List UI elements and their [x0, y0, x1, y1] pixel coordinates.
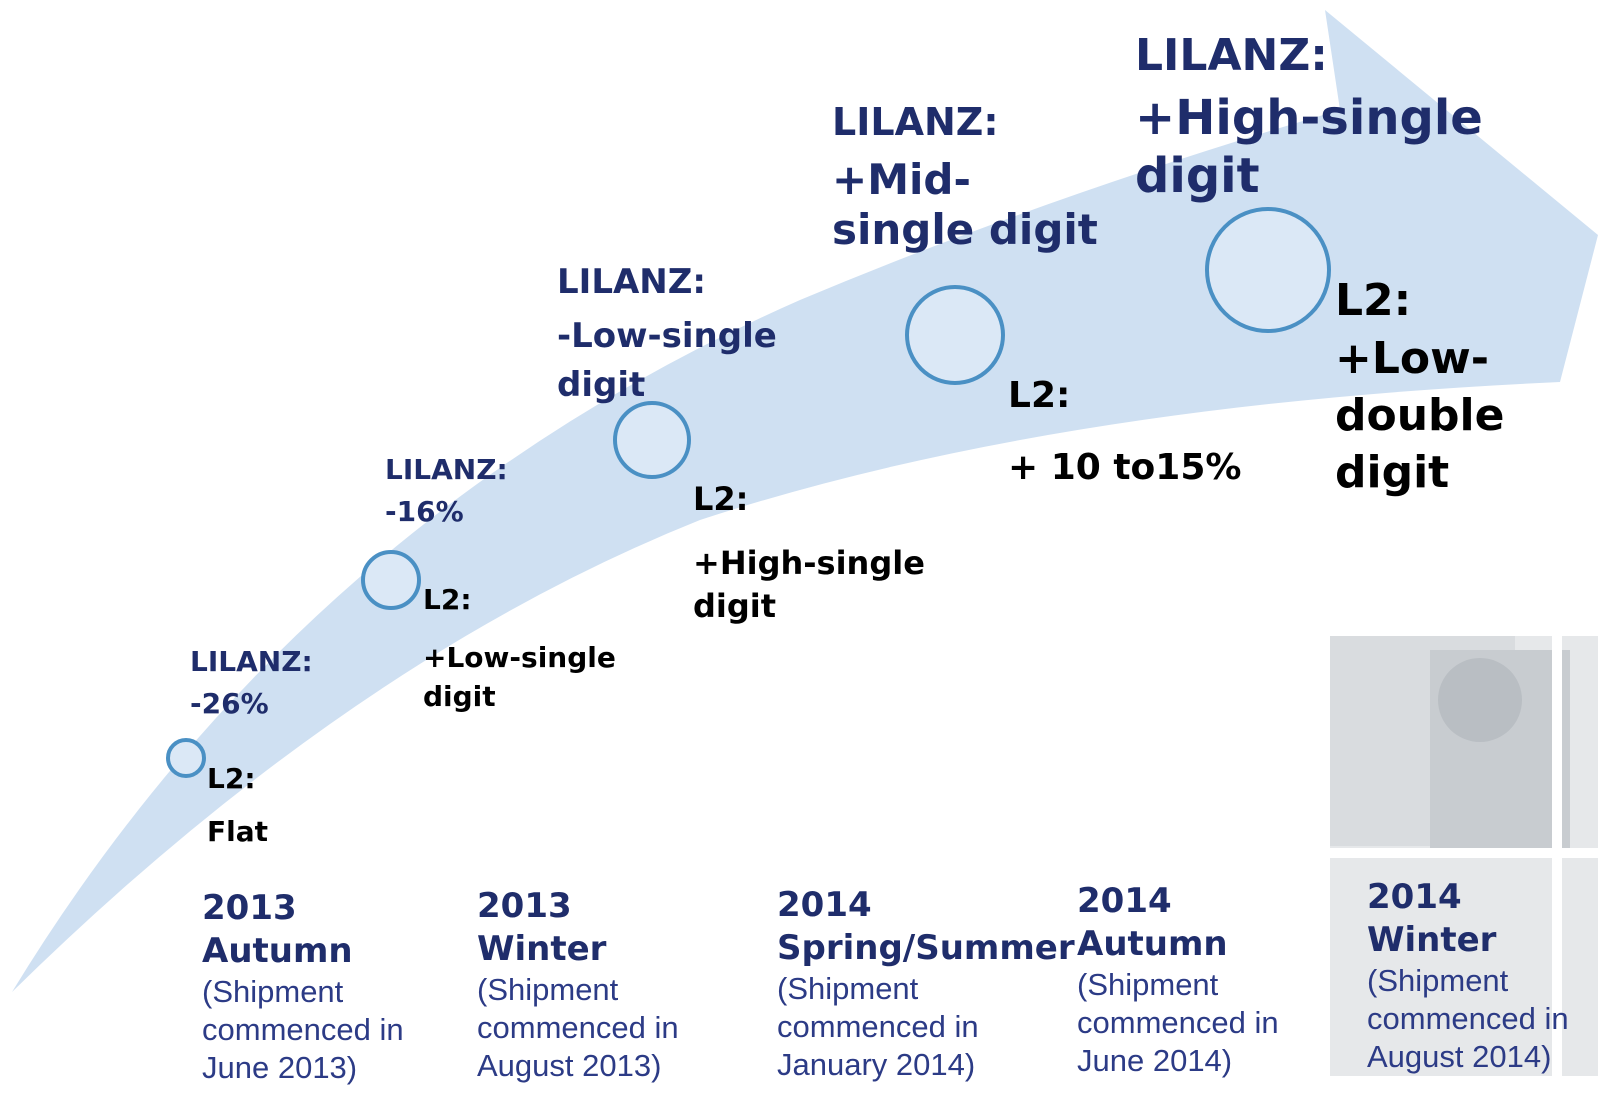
lilanz-label: LILANZ:	[557, 262, 706, 303]
l2-value: +Low-single digit	[423, 638, 653, 716]
l2-value: Flat	[207, 815, 268, 849]
season-name: Winter	[477, 928, 606, 971]
season-name: Winter	[1367, 919, 1496, 962]
l2-label: L2:	[1008, 374, 1070, 417]
season-name: Autumn	[202, 930, 353, 973]
season-year: 2014	[777, 884, 872, 927]
lilanz-label: LILANZ:	[1135, 30, 1328, 83]
lilanz-label: LILANZ:	[190, 645, 313, 679]
shipment-note: (Shipment commenced in January 2014)	[777, 970, 1027, 1083]
lilanz-label: LILANZ:	[385, 453, 508, 487]
lilanz-value: +Mid-single digit	[832, 155, 1107, 256]
shipment-note: (Shipment commenced in August 2014)	[1367, 962, 1592, 1075]
season-year: 2014	[1367, 876, 1462, 919]
l2-value: + 10 to15%	[1008, 446, 1241, 489]
lilanz-label: LILANZ:	[832, 100, 999, 146]
slide: LILANZ: -26% L2: Flat LILANZ: -16% L2: +…	[0, 0, 1598, 1102]
shipment-note: (Shipment commenced in August 2013)	[477, 971, 727, 1084]
season-name: Spring/Summer	[777, 927, 1075, 970]
lilanz-value: +High-single digit	[1135, 90, 1505, 205]
lilanz-value: -16%	[385, 495, 464, 529]
season-year: 2013	[477, 885, 572, 928]
shipment-note: (Shipment commenced in June 2014)	[1077, 966, 1327, 1079]
l2-label: L2:	[207, 762, 256, 796]
lilanz-value: -26%	[190, 687, 269, 721]
season-name: Autumn	[1077, 923, 1228, 966]
season-year: 2013	[202, 887, 297, 930]
l2-label: L2:	[423, 583, 472, 617]
l2-value: +High-single digit	[693, 542, 963, 628]
l2-label: L2:	[693, 480, 748, 518]
l2-label: L2:	[1335, 275, 1411, 328]
lilanz-value: -Low-single digit	[557, 312, 807, 411]
l2-value: +Low-double digit	[1335, 330, 1535, 502]
shipment-note: (Shipment commenced in June 2013)	[202, 973, 422, 1086]
season-year: 2014	[1077, 880, 1172, 923]
